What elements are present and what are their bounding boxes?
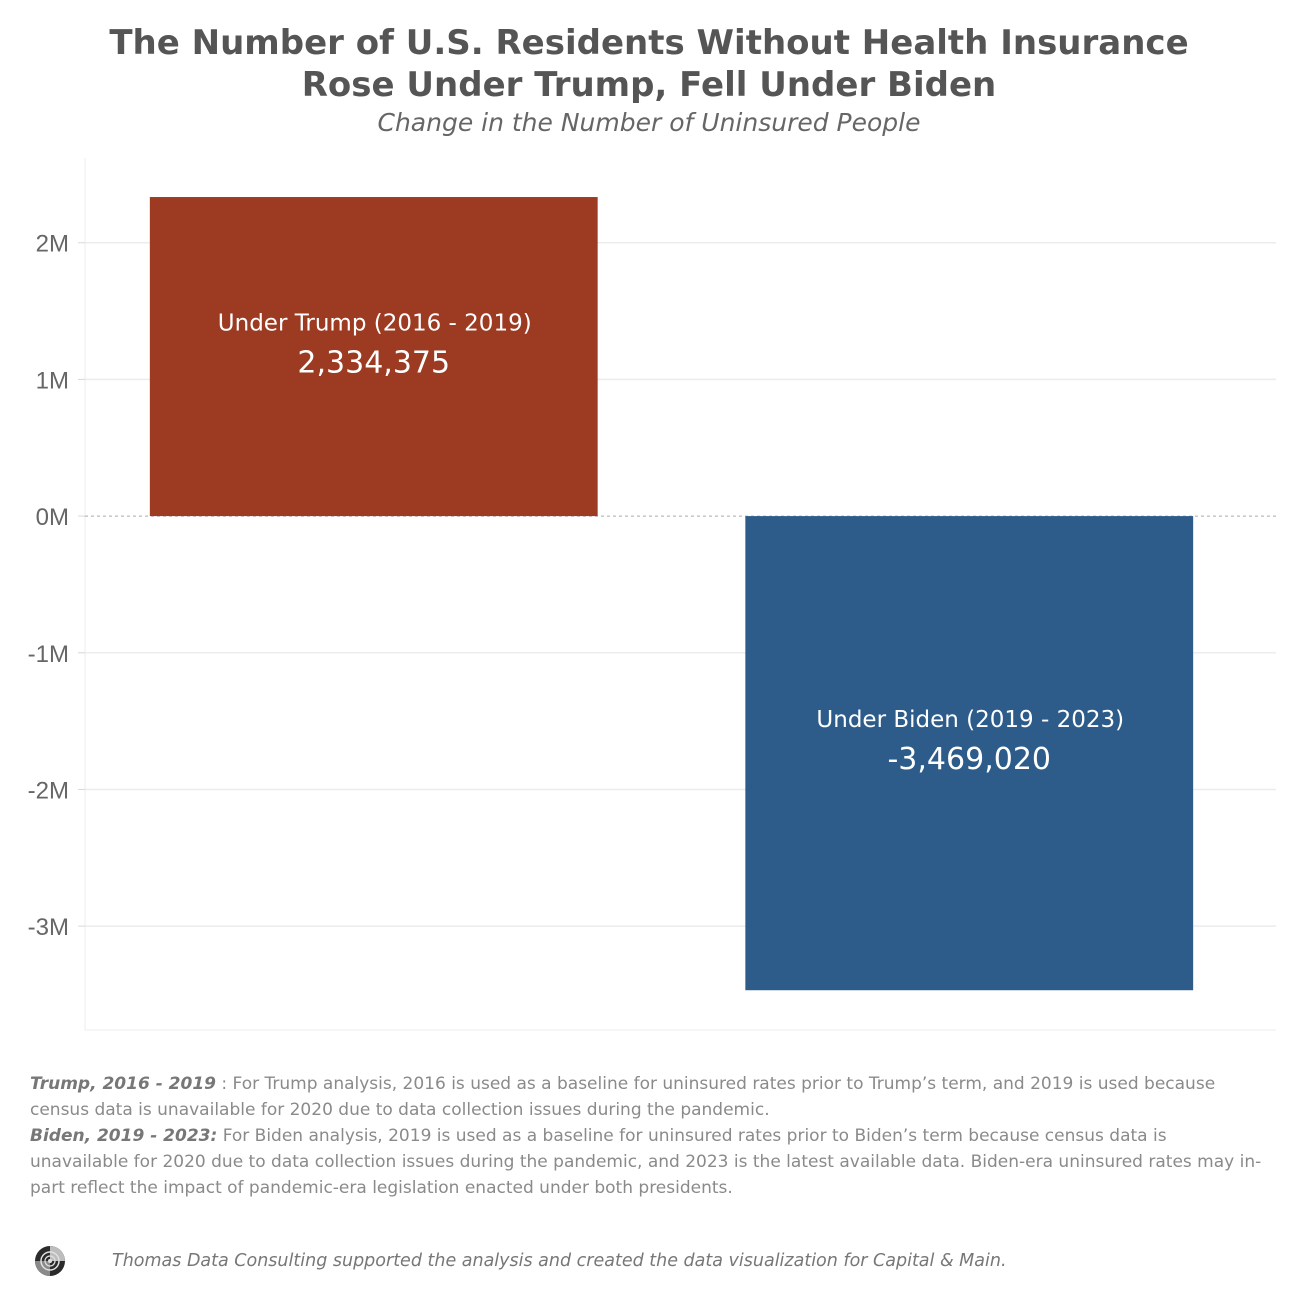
y-tick-label: -2M	[28, 777, 69, 804]
chart-title-line-1: The Number of U.S. Residents Without Hea…	[109, 23, 1189, 63]
biden-note: Biden, 2019 - 2023: For Biden analysis, …	[30, 1123, 1270, 1201]
y-tick-label: 2M	[36, 231, 69, 258]
bar	[149, 197, 598, 517]
y-tick-label: 1M	[36, 367, 69, 394]
footer-credit: Thomas Data Consulting supported the ana…	[112, 1251, 1007, 1271]
chart-title-line-2: Rose Under Trump, Fell Under Biden	[301, 65, 997, 105]
chart-notes: Trump, 2016 - 2019 : For Trump analysis,…	[30, 1071, 1270, 1201]
bar-category-label: Under Trump (2016 - 2019)	[218, 311, 532, 337]
biden-note-text: For Biden analysis, 2019 is used as a ba…	[30, 1126, 1262, 1198]
bar-chart: 2M 1M 0M -1M -2M -3M Under Trump (2016 - 2019)…	[28, 158, 1276, 1031]
spiral-logo-icon	[35, 1246, 65, 1276]
bar	[745, 516, 1194, 991]
y-tick-label: 0M	[36, 504, 69, 531]
trump-note-label: Trump, 2016 - 2019	[30, 1074, 216, 1094]
chart-title: The Number of U.S. Residents Without Hea…	[0, 22, 1298, 106]
y-tick-label: -1M	[28, 641, 69, 668]
y-tick-label: -3M	[28, 914, 69, 941]
trump-note-text: : For Trump analysis, 2016 is used as a …	[30, 1074, 1216, 1120]
chart-subtitle: Change in the Number of Uninsured People	[377, 108, 921, 137]
trump-note: Trump, 2016 - 2019 : For Trump analysis,…	[30, 1071, 1270, 1123]
biden-note-label: Biden, 2019 - 2023:	[30, 1126, 218, 1146]
bar-category-label: Under Biden (2019 - 2023)	[816, 707, 1124, 733]
bar-value-label: 2,334,375	[297, 346, 450, 381]
bar-value-label: -3,469,020	[887, 742, 1051, 777]
